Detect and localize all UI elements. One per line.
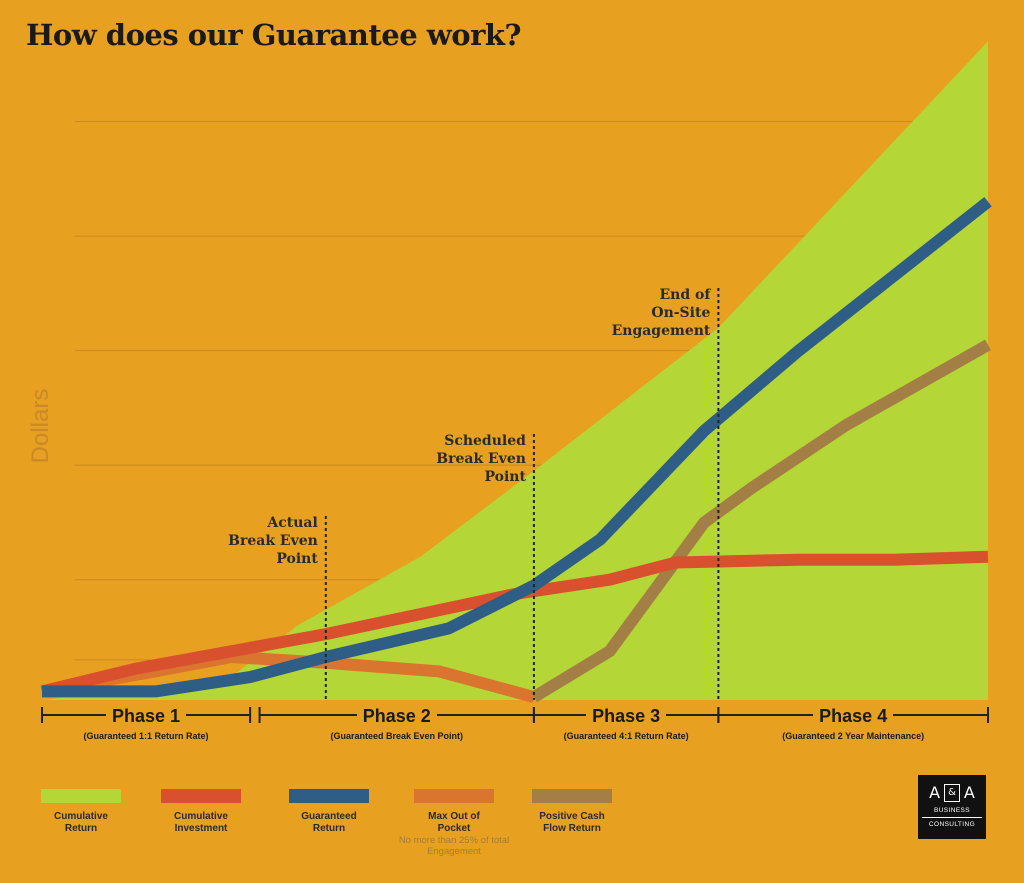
phase-4-label: Phase 4 <box>813 706 894 727</box>
legend-note-max-out-of-pocket: No more than 25% of total Engagement <box>398 835 510 857</box>
legend-swatch-cumulative-investment <box>161 789 241 803</box>
phase-1-subtitle: (Guaranteed 1:1 Return Rate) <box>83 731 209 741</box>
phase-3-label: Phase 3 <box>586 706 667 727</box>
logo-ampersand: & <box>944 783 960 802</box>
logo-line-business: BUSINESS <box>933 807 971 814</box>
annotation-3-line-3: Engagement <box>611 323 711 339</box>
annotation-2-line-3: Point <box>484 469 526 485</box>
legend-item-cumulative-investment: Cumulative Investment <box>161 789 281 835</box>
series-line-positive-cash-flow-return <box>530 339 991 703</box>
phase-3-subtitle: (Guaranteed 4:1 Return Rate) <box>563 731 689 741</box>
company-logo: A & A BUSINESS CONSULTING <box>918 775 986 839</box>
logo-line-consulting: CONSULTING <box>922 817 982 828</box>
annotation-3: End of On-Site Engagement <box>510 286 711 340</box>
chart-title: How does our Guarantee work? <box>26 18 521 52</box>
annotation-3-line-2: On-Site <box>651 305 711 321</box>
annotation-2-line-1: Scheduled <box>444 433 526 449</box>
legend-item-positive-cash-flow-return: Positive Cash Flow Return <box>532 789 652 835</box>
phase-2-subtitle: (Guaranteed Break Even Point) <box>330 731 464 741</box>
legend-swatch-positive-cash-flow-return <box>532 789 612 803</box>
legend-label-positive-cash-flow-return: Positive Cash Flow Return <box>539 811 605 834</box>
legend-swatch-cumulative-return <box>41 789 121 803</box>
legend-label-max-out-of-pocket: Max Out of Pocket <box>428 811 480 834</box>
annotation-3-line-1: End of <box>659 287 711 303</box>
series-line-max-out-of-pocket <box>40 651 536 703</box>
series-area-cumulative-return <box>42 41 988 700</box>
annotation-2: Scheduled Break Even Point <box>326 432 526 486</box>
phase-4-subtitle: (Guaranteed 2 Year Maintenance) <box>782 731 925 741</box>
logo-letter-right: A <box>963 783 975 802</box>
legend-label-guaranteed-return: Guaranteed Return <box>301 811 357 834</box>
annotation-1: Actual Break Even Point <box>118 514 318 568</box>
phase-2-label: Phase 2 <box>356 706 437 727</box>
chart-plot <box>40 41 992 723</box>
legend-item-guaranteed-return: Guaranteed Return <box>289 789 409 835</box>
annotation-1-line-1: Actual <box>267 515 318 531</box>
legend-swatch-max-out-of-pocket <box>414 789 494 803</box>
legend-item-cumulative-return: Cumulative Return <box>41 789 161 835</box>
legend-item-max-out-of-pocket: Max Out of Pocket No more than 25% of tot… <box>399 789 534 857</box>
annotation-1-line-2: Break Even <box>228 533 318 549</box>
annotation-1-line-3: Point <box>276 551 318 567</box>
annotation-2-line-2: Break Even <box>436 451 526 467</box>
legend-label-cumulative-return: Cumulative Return <box>54 811 108 834</box>
legend-label-cumulative-investment: Cumulative Investment <box>174 811 228 834</box>
logo-letter-left: A <box>929 783 941 802</box>
phase-1-label: Phase 1 <box>106 706 187 727</box>
legend-swatch-guaranteed-return <box>289 789 369 803</box>
